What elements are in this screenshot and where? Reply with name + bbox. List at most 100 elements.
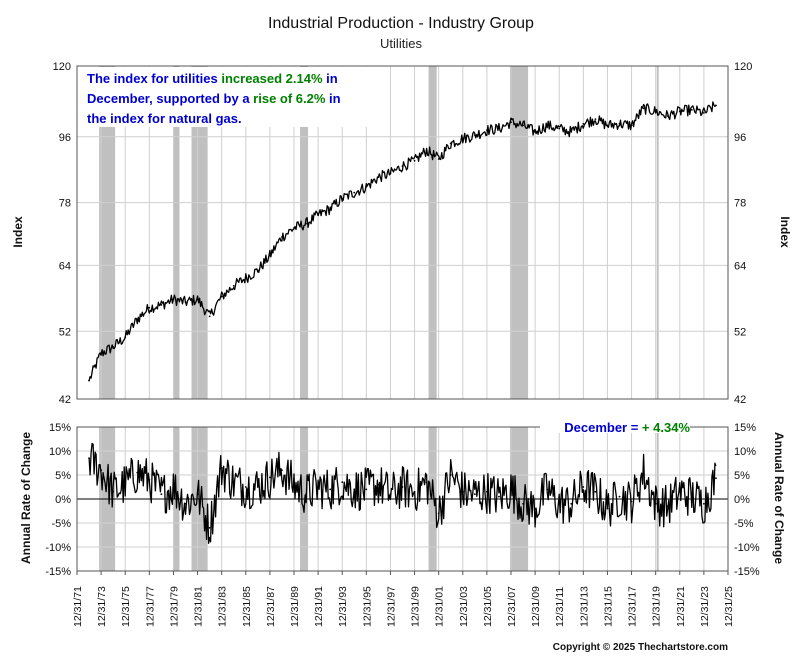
index-data-point — [594, 118, 597, 121]
index-data-point — [136, 318, 139, 321]
rate-data-point — [160, 493, 163, 496]
x-tick-label: 12/31/73 — [96, 586, 108, 627]
rate-data-point — [558, 502, 561, 505]
x-tick-label: 12/31/13 — [578, 586, 590, 627]
rate-data-point — [473, 493, 476, 496]
index-series-line — [88, 101, 717, 381]
index-data-point — [389, 172, 392, 175]
x-tick-label: 12/31/19 — [651, 586, 663, 627]
rate-data-point — [377, 483, 380, 486]
rate-data-point — [124, 483, 127, 486]
y-tick-label-right: 120 — [734, 61, 752, 73]
rate-data-point — [341, 481, 344, 484]
rate-annotation-box — [540, 416, 690, 433]
rate-data-point — [498, 495, 500, 498]
rate-annotation-segment: + 4.34% — [642, 420, 691, 435]
chart-title: Industrial Production - Industry Group — [268, 15, 534, 32]
index-data-point — [690, 108, 693, 111]
x-tick-label: 12/31/11 — [554, 587, 566, 627]
rate-annotation-segment: December = — [564, 420, 642, 435]
x-tick-label: 12/31/85 — [241, 586, 253, 627]
rate-data-point — [449, 474, 452, 476]
rate-data-point — [437, 512, 440, 515]
rate-data-point — [220, 466, 223, 469]
rate-data-point — [630, 500, 633, 503]
y-tick-label-right: 10% — [734, 446, 756, 458]
recession-band — [510, 66, 529, 399]
y-tick-label-left: 64 — [59, 260, 71, 272]
index-data-point — [510, 121, 512, 124]
index-data-point — [546, 124, 549, 127]
index-data-point — [208, 315, 211, 318]
y-tick-label-right: 0% — [734, 494, 750, 506]
y-tick-label-left: 96 — [59, 132, 71, 144]
x-tick-label: 12/31/09 — [530, 586, 542, 627]
index-data-point — [268, 254, 271, 257]
rate-series-line — [88, 442, 717, 544]
bottom-left-y-axis-label: Annual Rate of Change — [19, 432, 33, 564]
rate-data-point — [522, 502, 524, 505]
rate-data-point — [88, 457, 90, 460]
x-tick-label: 12/31/03 — [458, 586, 470, 627]
index-data-point — [666, 115, 669, 117]
x-tick-label: 12/31/75 — [120, 586, 132, 627]
index-annotation-segment: in — [323, 71, 338, 86]
y-tick-label-left: -15% — [45, 566, 71, 578]
index-data-point — [256, 269, 259, 272]
index-data-point — [678, 110, 681, 113]
rate-data-point — [329, 488, 332, 491]
recession-band — [191, 66, 208, 399]
rate-data-point — [112, 490, 115, 493]
index-panel: 42 42 52 52 64 64 78 78 96 96 120 120 The index for … — [53, 61, 753, 406]
y-tick-label-right: 78 — [734, 198, 746, 210]
rate-annotation-line: December = + 4.34% — [564, 420, 690, 435]
index-annotation-segment: December, supported by a — [87, 91, 253, 106]
rate-data-point — [365, 488, 368, 491]
index-data-point — [365, 185, 368, 188]
x-tick-label: 12/31/79 — [168, 586, 180, 627]
rate-data-point — [232, 481, 235, 484]
x-tick-label: 12/31/83 — [217, 586, 229, 627]
rate-data-point — [570, 502, 573, 505]
x-tick-label: 12/31/23 — [699, 586, 711, 627]
x-tick-label: 12/31/89 — [289, 586, 301, 627]
index-data-point — [401, 165, 404, 168]
index-annotation-box — [83, 67, 373, 127]
index-data-point — [353, 191, 356, 194]
index-annotation-line: The index for utilities increased 2.14% … — [87, 71, 338, 86]
y-tick-label-left: 0% — [55, 494, 71, 506]
x-tick-label: 12/31/17 — [627, 586, 639, 627]
index-data-point — [606, 124, 609, 127]
y-tick-label-left: 120 — [53, 61, 71, 73]
index-data-point — [232, 284, 235, 287]
y-tick-label-right: 42 — [734, 394, 746, 406]
x-tick-label: 12/31/05 — [482, 586, 494, 627]
index-data-point — [618, 122, 621, 125]
index-data-point — [570, 130, 573, 133]
y-tick-label-right: 15% — [734, 422, 756, 434]
y-tick-label-left: 15% — [49, 422, 71, 434]
rate-data-point — [425, 481, 428, 484]
index-data-point — [498, 127, 500, 130]
y-tick-label-left: 42 — [59, 394, 71, 406]
index-annotation-segment: in — [325, 91, 340, 106]
index-data-point — [293, 227, 295, 229]
rate-data-point — [678, 490, 681, 493]
index-data-point — [317, 214, 320, 216]
rate-data-point — [196, 493, 199, 496]
rate-data-point — [293, 483, 295, 486]
recession-band — [656, 66, 659, 399]
index-data-point — [485, 129, 488, 132]
x-tick-label: 12/31/87 — [265, 586, 277, 627]
index-data-point — [184, 301, 187, 304]
rate-plot-frame — [76, 426, 729, 572]
rate-data-point — [546, 488, 549, 491]
rate-data-point — [702, 502, 705, 505]
index-data-point — [172, 298, 175, 301]
index-data-point — [148, 306, 151, 309]
y-tick-label-right: -10% — [734, 542, 760, 554]
rate-data-point — [510, 488, 512, 491]
rate-data-point — [715, 477, 717, 480]
recession-band — [99, 66, 116, 399]
x-tick-label: 12/31/91 — [313, 586, 325, 627]
